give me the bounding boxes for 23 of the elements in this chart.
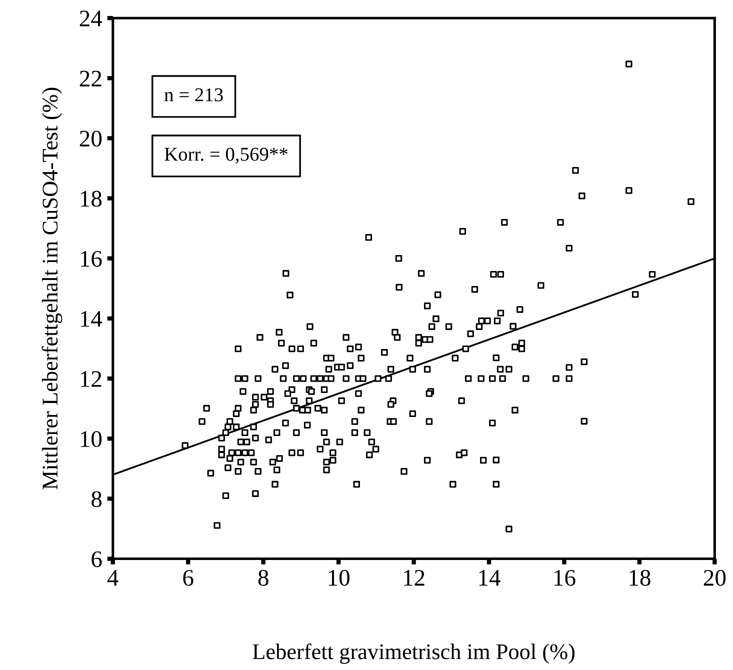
- y-tick-label: 8: [92, 491, 102, 508]
- x-tick-label: 12: [404, 570, 424, 586]
- y-tick-label: 6: [92, 551, 102, 568]
- x-tick-label: 10: [328, 570, 350, 586]
- y-tick-label: 24: [80, 10, 102, 26]
- x-tick-label: 18: [630, 570, 650, 586]
- x-tick-label: 14: [479, 570, 500, 586]
- y-axis-title: Mittlerer Leberfettgehalt im CuSO4-Test (%): [42, 88, 62, 490]
- x-tick-label: 4: [107, 570, 118, 586]
- y-tick-label: 20: [80, 130, 102, 147]
- y-tick-label: 16: [80, 250, 102, 267]
- y-tick-label: 18: [80, 190, 102, 207]
- y-tick-label: 14: [80, 311, 102, 327]
- annotation: Korr. = 0,569**: [164, 148, 288, 164]
- y-tick-label: 10: [80, 431, 102, 448]
- x-tick-label: 6: [183, 570, 194, 586]
- y-tick-label: 12: [80, 371, 102, 387]
- y-tick-label: 22: [80, 70, 102, 86]
- x-tick-label: 8: [258, 570, 268, 586]
- x-tick-label: 16: [554, 570, 576, 586]
- x-tick-label: 20: [704, 570, 726, 586]
- annotation: n = 213: [164, 88, 223, 102]
- x-axis-title: Leberfett gravimetrisch im Pool (%): [252, 643, 574, 664]
